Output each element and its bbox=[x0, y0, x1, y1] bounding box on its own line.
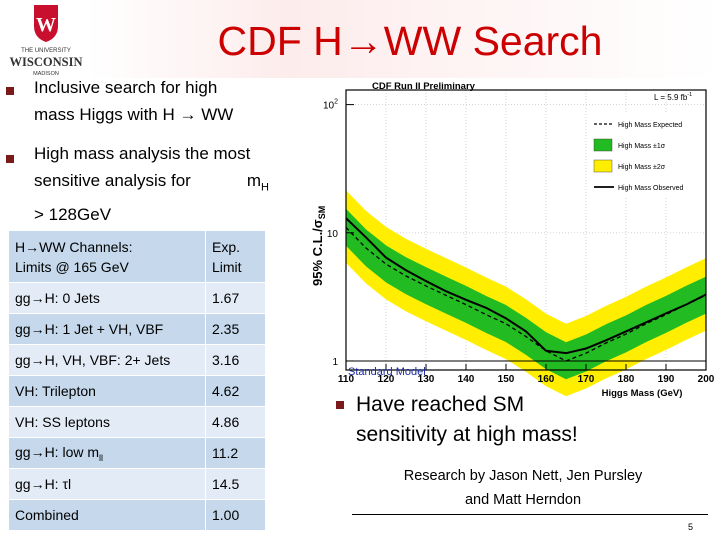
channel-cell: gg→H: τl bbox=[8, 468, 206, 500]
credits-text: Research by Jason Nett, Jen Pursley and … bbox=[378, 464, 668, 512]
table-row: VH: SS leptons 4.86 bbox=[8, 406, 266, 438]
logo-text-bottom: MADISON bbox=[33, 71, 59, 77]
bullet-2-line-2-text: sensitive analysis for bbox=[34, 171, 191, 190]
header-channel-line-1: H→WW Channels: bbox=[15, 238, 133, 255]
channel-cell: Combined bbox=[8, 499, 206, 531]
channel-cell: gg→H: 0 Jets bbox=[8, 282, 206, 314]
legend-swatch bbox=[593, 159, 613, 173]
credits-line-2: and Matt Herndon bbox=[464, 492, 582, 508]
bullet-1-line-1: Inclusive search for high bbox=[34, 78, 218, 97]
channel-sub: ll bbox=[99, 452, 104, 463]
sm-reference-label: Standard Model bbox=[348, 366, 426, 378]
x-tick-label: 180 bbox=[618, 374, 635, 385]
x-tick-label: 170 bbox=[578, 374, 595, 385]
bullet-2-line-1: High mass analysis the most bbox=[34, 144, 251, 163]
table-row: gg→H: 0 Jets 1.67 bbox=[8, 282, 266, 314]
higgs-limit-plot: 110 120 130 140 150 160 170 180 190 200110102CDF … bbox=[310, 81, 715, 399]
header-channel-cell: H→WW Channels: Limits @ 165 GeV bbox=[8, 230, 206, 283]
bullet-1: Inclusive search for high mass Higgs wit… bbox=[34, 74, 233, 128]
logo-text-top: THE UNIVERSITY bbox=[21, 48, 71, 54]
bullet-2-line-2: sensitive analysis for mH bbox=[34, 167, 304, 201]
conclusion-line-1: Have reached SM bbox=[356, 393, 525, 416]
observed-limit-line bbox=[345, 217, 707, 355]
expected-limit-line bbox=[345, 227, 707, 362]
limit-cell: 1.67 bbox=[205, 282, 266, 314]
legend-label: High Mass ±2σ bbox=[618, 164, 666, 171]
channel-cell: gg→H: low mll bbox=[8, 437, 206, 469]
x-tick-label: 160 bbox=[538, 374, 555, 385]
limit-cell: 4.86 bbox=[205, 406, 266, 438]
channel-text: gg→H: low m bbox=[15, 443, 100, 460]
y-tick-label-sup: 2 bbox=[334, 99, 338, 106]
x-tick-label: 200 bbox=[698, 374, 715, 385]
legend-label: High Mass Expected bbox=[618, 122, 682, 129]
bullet-2-line-3: > 128GeV bbox=[34, 205, 112, 225]
table-row: gg→H: 1 Jet + VH, VBF 2.35 bbox=[8, 313, 266, 345]
plot-legend: High Mass Expected High Mass ±1σ High Mass… bbox=[593, 114, 702, 196]
bullet-square-icon bbox=[336, 401, 344, 409]
university-logo: W THE UNIVERSITY WISCONSIN MADISON bbox=[10, 5, 83, 77]
crest-icon bbox=[34, 5, 58, 42]
header-limit-line-2: Limit bbox=[212, 258, 242, 275]
channel-cell: VH: Trilepton bbox=[8, 375, 206, 407]
plot-lines bbox=[345, 217, 707, 362]
x-tick-label: 110 bbox=[338, 374, 355, 385]
legend-swatch bbox=[593, 138, 613, 152]
footer-divider bbox=[352, 514, 708, 515]
lumi-label: L = 5.9 fb-1 bbox=[654, 92, 692, 102]
table-row: gg→H: τl 14.5 bbox=[8, 468, 266, 500]
limit-cell: 4.62 bbox=[205, 375, 266, 407]
x-tick-label: 140 bbox=[458, 374, 475, 385]
table-row: VH: Trilepton 4.62 bbox=[8, 375, 266, 407]
bullet-1-line-2: mass Higgs with H → WW bbox=[34, 105, 234, 124]
plot-axes bbox=[345, 89, 707, 371]
limit-cell: 1.00 bbox=[205, 499, 266, 531]
plot-frame bbox=[345, 89, 707, 371]
lumi-label-sup: -1 bbox=[687, 92, 692, 98]
page-number: 5 bbox=[688, 522, 694, 532]
conclusion-text: Have reached SM sensitivity at high mass… bbox=[356, 390, 578, 450]
legend-box bbox=[610, 114, 702, 196]
conclusion-line-2: sensitivity at high mass! bbox=[356, 423, 578, 446]
table-header-row: H→WW Channels: Limits @ 165 GeV Exp. Lim… bbox=[8, 230, 266, 283]
limit-cell: 3.16 bbox=[205, 344, 266, 376]
mass-symbol-sub: H bbox=[261, 181, 269, 194]
credits-line-1: Research by Jason Nett, Jen Pursley bbox=[403, 468, 643, 484]
logo-text-main: WISCONSIN bbox=[10, 55, 83, 69]
limit-cell: 11.2 bbox=[205, 437, 266, 469]
y-axis-label: 95% C.L./σSM bbox=[310, 206, 327, 286]
y-tick-label: 102 bbox=[323, 99, 338, 112]
y-tick-label: 10 bbox=[327, 229, 339, 240]
x-tick-label: 130 bbox=[418, 374, 435, 385]
x-axis-label: Higgs Mass (GeV) bbox=[602, 388, 683, 399]
bullet-square-icon bbox=[6, 155, 14, 163]
table-row: gg→H: low mll 11.2 bbox=[8, 437, 266, 469]
x-tick-label: 190 bbox=[658, 374, 675, 385]
legend-label: High Mass ±1σ bbox=[618, 143, 666, 150]
limit-cell: 14.5 bbox=[205, 468, 266, 500]
x-tick-label: 120 bbox=[378, 374, 395, 385]
limit-cell: 2.35 bbox=[205, 313, 266, 345]
bullet-square-icon bbox=[6, 87, 14, 95]
channel-cell: gg→H, VH, VBF: 2+ Jets bbox=[8, 344, 206, 376]
mass-symbol: m bbox=[246, 171, 262, 190]
y-axis-label-sub: SM bbox=[317, 206, 327, 220]
header-limit-cell: Exp. Limit bbox=[205, 230, 266, 283]
channel-cell: VH: SS leptons bbox=[8, 406, 206, 438]
plot-text: 110 120 130 140 150 160 170 180 190 200110102CDF … bbox=[310, 81, 715, 399]
y-tick-label: 1 bbox=[332, 357, 338, 368]
table-row: gg→H, VH, VBF: 2+ Jets 3.16 bbox=[8, 344, 266, 376]
header-limit-line-1: Exp. bbox=[212, 238, 241, 255]
table-row: Combined 1.00 bbox=[8, 499, 266, 531]
plot-title: CDF Run II Preliminary bbox=[372, 81, 476, 92]
x-tick-label: 150 bbox=[498, 374, 515, 385]
bullet-2: High mass analysis the most sensitive an… bbox=[34, 140, 304, 228]
slide-title: CDF H→WW Search bbox=[217, 18, 603, 64]
header-band bbox=[0, 0, 720, 78]
channel-cell: gg→H: 1 Jet + VH, VBF bbox=[8, 313, 206, 345]
limits-table: H→WW Channels: Limits @ 165 GeV Exp. Lim… bbox=[8, 230, 266, 531]
crest-letter: W bbox=[36, 14, 56, 36]
header-channel-line-2: Limits @ 165 GeV bbox=[15, 258, 129, 275]
legend-label: High Mass Observed bbox=[618, 185, 683, 192]
